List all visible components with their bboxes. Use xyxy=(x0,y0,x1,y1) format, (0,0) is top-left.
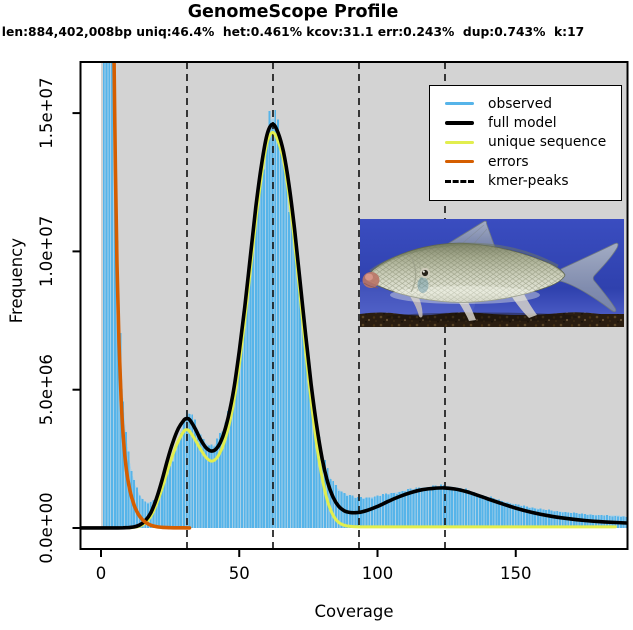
fish-tail-fin xyxy=(559,242,619,313)
errors-curve xyxy=(112,62,192,530)
legend-label: kmer-peaks xyxy=(488,173,569,190)
x-tick-label: 0 xyxy=(96,564,107,583)
legend-swatch xyxy=(445,160,474,164)
fish-scales xyxy=(366,243,565,303)
x-tick-label: 100 xyxy=(362,564,394,583)
y-axis-label: Frequency xyxy=(7,238,26,324)
gravel-bottom xyxy=(360,312,624,327)
chart-subtitle: len:884,402,008bp uniq:46.4% het:0.461% … xyxy=(1,25,585,39)
legend-swatch xyxy=(445,102,474,106)
y-tick-label: 1.0e+07 xyxy=(37,216,56,287)
legend-item-kmer-peaks: kmer-peaks xyxy=(430,172,621,191)
fish-gill-line xyxy=(409,254,417,293)
y-axis: 0.0e+00 5.0e+06 1.0e+07 1.5e+07 xyxy=(37,77,81,564)
y-tick-label: 0.0e+00 xyxy=(37,492,56,563)
legend-label: full model xyxy=(488,115,557,132)
legend-item-errors: errors xyxy=(430,152,621,171)
x-tick-label: 150 xyxy=(500,564,532,583)
y-tick-label: 5.0e+06 xyxy=(37,354,56,425)
fish-pelvic-fin xyxy=(458,299,476,321)
legend-item-unique-sequence: unique sequence xyxy=(430,133,621,152)
legend-swatch xyxy=(445,140,474,145)
fish-photo xyxy=(325,219,624,330)
y-tick-label: 1.5e+07 xyxy=(37,77,56,148)
legend-label: unique sequence xyxy=(488,134,607,151)
legend-label: observed xyxy=(488,95,552,112)
x-axis-label: Coverage xyxy=(314,602,394,621)
chart-title: GenomeScope Profile xyxy=(187,2,399,22)
full-model-curve xyxy=(81,122,627,530)
x-axis: 0 50 100 150 xyxy=(96,549,532,583)
plot-border xyxy=(79,61,629,550)
legend: observed full model unique sequence errors k… xyxy=(429,85,622,201)
legend-item-observed: observed xyxy=(430,94,621,113)
legend-item-full-model: full model xyxy=(430,113,621,132)
fish-photo-inset xyxy=(325,219,624,330)
x-tick-label: 50 xyxy=(229,564,250,583)
legend-swatch xyxy=(445,121,474,125)
legend-label: errors xyxy=(488,153,529,170)
fish-anal-fin xyxy=(512,294,537,318)
legend-swatch xyxy=(445,179,474,183)
